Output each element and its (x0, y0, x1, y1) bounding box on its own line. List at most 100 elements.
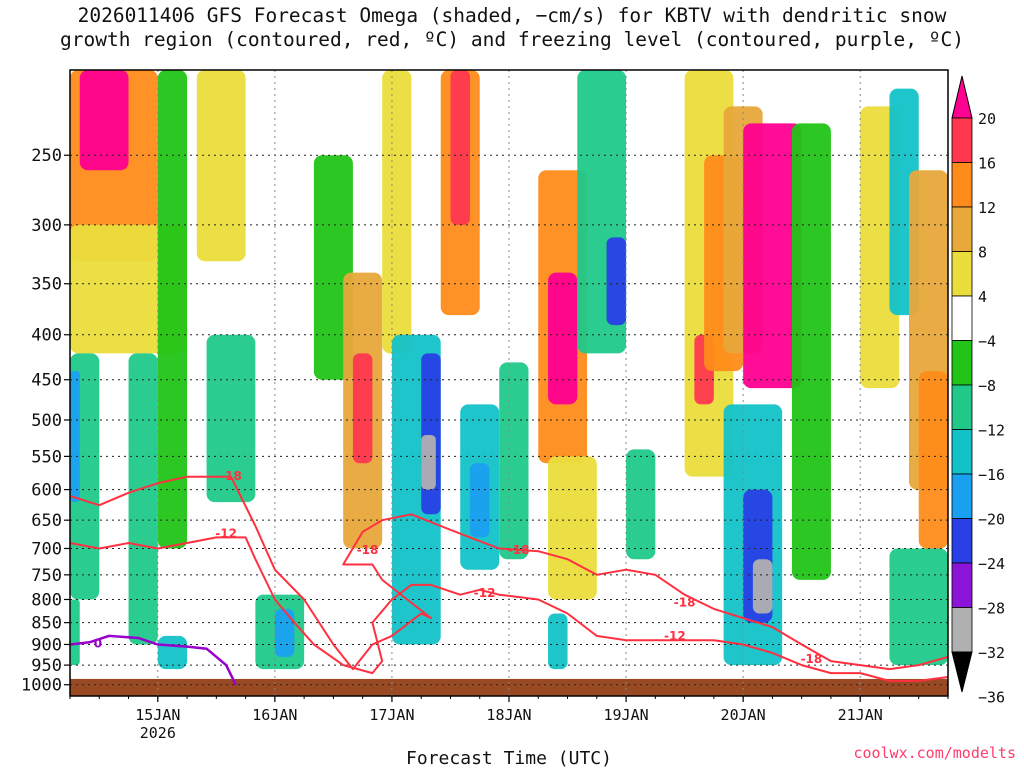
y-tick-label-850: 850 (31, 614, 62, 634)
omega-cell-23 (469, 463, 490, 538)
dgz-contour-label-5: -18 (674, 596, 696, 610)
omega-cell-39 (752, 559, 773, 614)
dgz-contour-label-4: -12 (474, 586, 496, 600)
colorbar-label-11: −28 (978, 600, 1005, 618)
y-tick-label-500: 500 (31, 411, 62, 431)
omega-cell-4 (70, 371, 80, 503)
freezing-level-label: 0 (94, 636, 102, 650)
omega-cell-10 (157, 635, 188, 670)
colorbar-swatch-1 (951, 117, 973, 163)
dgz-contour-label-1: -12 (215, 526, 237, 540)
chart-title-line2: growth region (contoured, red, ºC) and f… (60, 28, 964, 51)
omega-cell-28 (548, 456, 597, 600)
x-tick-label-20JAN: 20JAN (721, 706, 766, 724)
colorbar-swatch-2 (951, 162, 973, 208)
dgz-contour--18-0 (70, 475, 948, 671)
y-tick-label-450: 450 (31, 371, 62, 391)
dgz-contour-label-2: -18 (357, 543, 379, 557)
colorbar-label-9: −20 (978, 511, 1005, 529)
x-tick-label-19JAN: 19JAN (603, 706, 648, 724)
y-tick-label-250: 250 (31, 146, 62, 166)
colorbar-swatch-11 (951, 562, 973, 608)
colorbar-label-2: 12 (978, 199, 996, 217)
y-tick-label-750: 750 (31, 566, 62, 586)
omega-cell-6 (128, 353, 158, 645)
colorbar-swatch-6 (951, 340, 973, 386)
colorbar-swatch-8 (951, 429, 973, 475)
colorbar-swatch-4 (951, 251, 973, 297)
omega-cell-36 (743, 123, 802, 389)
omega-cell-8 (196, 70, 246, 262)
ground-fill (70, 678, 948, 696)
colorbar-label-13: −36 (978, 689, 1005, 707)
colorbar: 20 16 12 8 4 −4 −8 −12 −16 −20 −24 −28 −32 −36 (951, 75, 1005, 707)
colorbar-label-0: 20 (978, 110, 996, 128)
omega-cell-45 (889, 548, 948, 666)
omega-cell-31 (626, 449, 656, 560)
dgz-contour--12-1 (70, 536, 948, 682)
omega-shading-layer (70, 70, 948, 696)
dgz-contour-label-6: -12 (664, 629, 686, 643)
dgz-contour-label-7: -18 (801, 652, 823, 666)
colorbar-label-5: −4 (978, 333, 996, 351)
x-tick-label-15JAN: 15JAN (135, 706, 180, 724)
chart-title: 2026011406 GFS Forecast Omega (shaded, −… (0, 4, 1024, 52)
omega-cell-18 (421, 353, 441, 515)
y-axis: 250 300 350 400 450 500 550 600 650 700 750 800 850 9… (21, 146, 70, 696)
y-tick-label-650: 650 (31, 511, 62, 531)
contour-layer: -18 -12 -18 -18 -12 -18 -12 -18 0 (70, 469, 948, 686)
y-tick-label-350: 350 (31, 275, 62, 295)
omega-cell-7 (157, 70, 188, 549)
x-axis-label: Forecast Time (UTC) (406, 748, 612, 768)
omega-cell-12 (274, 608, 295, 657)
colorbar-label-10: −24 (978, 555, 1005, 573)
credit-text: coolwx.com/modelts (853, 744, 1016, 762)
omega-cell-1 (79, 70, 129, 171)
colorbar-swatch-5 (951, 295, 973, 341)
colorbar-swatch-12 (951, 607, 973, 653)
omega-cell-26 (548, 272, 578, 405)
omega-cell-30 (606, 237, 627, 326)
omega-cell-40 (791, 123, 831, 580)
omega-cell-24 (499, 362, 529, 560)
omega-cell-15 (352, 353, 373, 464)
x-tick-label-21JAN: 21JAN (838, 706, 883, 724)
colorbar-label-3: 8 (978, 244, 987, 262)
omega-cell-5 (70, 599, 80, 666)
omega-cell-9 (206, 334, 256, 503)
colorbar-label-12: −32 (978, 644, 1005, 662)
y-tick-label-400: 400 (31, 326, 62, 346)
x-tick-label-17JAN: 17JAN (369, 706, 414, 724)
x-tick-label-16JAN: 16JAN (252, 706, 297, 724)
omega-cell-27 (548, 613, 568, 670)
y-tick-label-600: 600 (31, 481, 62, 501)
y-tick-label-300: 300 (31, 216, 62, 236)
colorbar-top-arrow (951, 75, 973, 119)
y-tick-label-700: 700 (31, 539, 62, 559)
colorbar-label-6: −8 (978, 377, 996, 395)
y-tick-label-950: 950 (31, 656, 62, 676)
grid-lines (70, 70, 948, 696)
dgz-contour-label-0: -18 (220, 469, 242, 483)
colorbar-swatch-3 (951, 206, 973, 252)
chart-title-line1: 2026011406 GFS Forecast Omega (shaded, −… (77, 4, 947, 27)
colorbar-label-4: 4 (978, 288, 987, 306)
y-tick-label-1000: 1000 (21, 676, 62, 696)
colorbar-label-8: −16 (978, 466, 1005, 484)
x-tick-label-18JAN: 18JAN (486, 706, 531, 724)
freezing-level-contour (70, 634, 237, 686)
colorbar-label-7: −12 (978, 422, 1005, 440)
colorbar-swatch-10 (951, 518, 973, 564)
omega-cell-44 (918, 371, 948, 549)
y-tick-label-800: 800 (31, 590, 62, 610)
colorbar-label-1: 16 (978, 155, 996, 173)
omega-cell-21 (450, 70, 470, 225)
x-tick-sublabel-0: 2026 (140, 724, 176, 742)
dgz-contour-label-3: -18 (508, 543, 530, 557)
omega-cell-16 (382, 70, 412, 354)
colorbar-swatch-7 (951, 384, 973, 430)
y-tick-label-550: 550 (31, 447, 62, 467)
colorbar-bottom-arrow (951, 651, 973, 693)
